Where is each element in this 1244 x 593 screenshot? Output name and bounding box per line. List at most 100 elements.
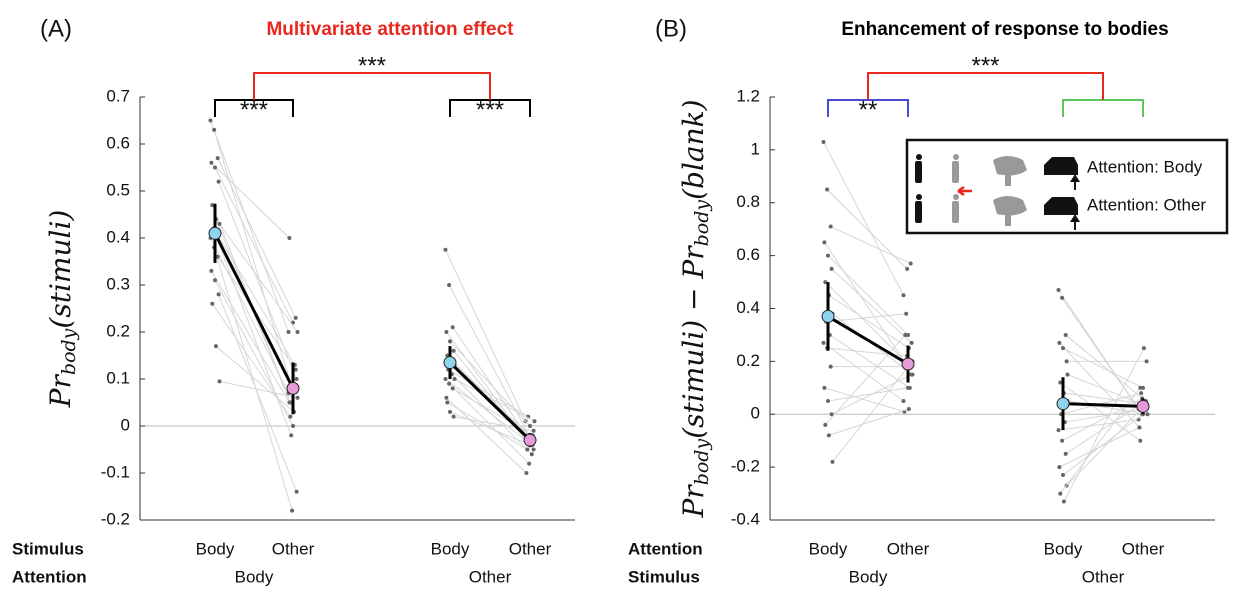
subject-line — [824, 334, 906, 426]
subject-dot — [1061, 473, 1065, 478]
mean-dot — [523, 433, 537, 447]
subject-line — [1066, 403, 1147, 486]
subject-line — [823, 342, 904, 402]
subject-line — [828, 294, 910, 349]
x-tick-label: Body — [809, 539, 848, 558]
subject-dot — [1145, 412, 1150, 417]
subject-line — [448, 383, 530, 464]
y-tick-label: 0.6 — [106, 133, 130, 152]
row-label: Attention — [12, 567, 87, 586]
significance-label: *** — [358, 52, 386, 79]
subject-dot — [295, 395, 300, 400]
subject-dot — [287, 236, 292, 240]
subject-line — [832, 361, 913, 463]
y-tick-label: -0.2 — [101, 509, 130, 528]
subject-dot — [905, 266, 910, 271]
subject-dot — [451, 414, 456, 419]
y-axis-label: Prbody(stimuli) − Prbody(blank) — [677, 99, 714, 518]
subject-dot — [830, 459, 835, 464]
y-label-subscript: body — [691, 439, 713, 486]
subject-dot — [216, 179, 221, 184]
subject-line — [215, 345, 295, 413]
subject-dot — [1137, 425, 1142, 430]
subject-line — [1062, 413, 1144, 476]
subject-line — [824, 281, 906, 362]
subject-dot — [1139, 391, 1144, 396]
subject-dot — [903, 332, 908, 337]
row-label: Stimulus — [12, 539, 84, 558]
subject-line — [1058, 419, 1139, 431]
subject-dot — [822, 240, 827, 245]
subject-dot — [906, 406, 911, 411]
subject-line — [213, 247, 293, 511]
subject-dot — [210, 301, 215, 306]
subject-line — [1064, 408, 1145, 423]
x-tick-label: Other — [272, 539, 315, 558]
chart-title: Multivariate attention effect — [266, 19, 514, 40]
subject-dot — [215, 254, 220, 259]
y-label-part: (stimuli) − Pr — [677, 245, 710, 439]
legend-label: Attention: Body — [1087, 157, 1203, 176]
subject-dot — [217, 221, 222, 226]
subject-line — [449, 411, 531, 446]
subject-dot — [826, 253, 830, 258]
subject-dot — [823, 280, 828, 285]
subject-dot — [444, 330, 449, 334]
subject-line — [216, 233, 296, 366]
subject-dot — [1144, 359, 1149, 364]
subject-line — [1063, 347, 1145, 502]
panel-label: (B) — [655, 15, 687, 42]
row-label: Attention — [628, 539, 703, 558]
subject-dot — [829, 412, 834, 417]
subject-line — [1067, 374, 1148, 407]
subject-dot — [1058, 491, 1063, 496]
subject-line — [1062, 347, 1144, 389]
group-label: Body — [849, 567, 888, 586]
subject-dot — [531, 428, 536, 433]
subject-line — [447, 402, 528, 450]
subject-line — [823, 242, 905, 362]
subject-line — [217, 157, 297, 319]
chart-title: Enhancement of response to bodies — [841, 19, 1168, 40]
subject-line — [212, 228, 292, 436]
subject-line — [219, 380, 298, 399]
x-tick-label: Body — [196, 539, 235, 558]
subject-line — [1063, 392, 1144, 405]
subject-dot — [826, 399, 830, 404]
significance-label: ** — [859, 96, 878, 123]
subject-dot — [904, 311, 909, 316]
subject-line — [831, 268, 912, 344]
subject-line — [824, 387, 905, 413]
subject-dot — [821, 139, 826, 144]
subject-dot — [909, 340, 914, 345]
subject-line — [1065, 400, 1146, 455]
significance-label: *** — [476, 96, 504, 123]
x-tick-label: Other — [887, 539, 930, 558]
subject-dot — [450, 325, 455, 330]
y-tick-label: -0.4 — [731, 509, 760, 528]
mean-dot — [1136, 399, 1150, 413]
subject-dot — [908, 261, 913, 266]
subject-dot — [215, 156, 220, 161]
subject-dot — [445, 400, 450, 405]
mean-dot — [286, 381, 300, 395]
subject-dot — [291, 424, 295, 428]
y-label-subscript: body — [691, 200, 713, 247]
subject-dot — [209, 160, 214, 165]
subject-line — [218, 294, 298, 492]
y-tick-label: 0.4 — [736, 298, 760, 317]
subject-line — [827, 387, 909, 402]
subject-dot — [529, 452, 534, 457]
y-tick-label: 0.8 — [736, 192, 760, 211]
subject-dot — [289, 433, 294, 438]
subject-dot — [208, 118, 213, 123]
y-tick-label: 0 — [751, 404, 760, 423]
subject-dot — [527, 461, 532, 466]
subject-line — [1060, 382, 1141, 442]
subject-dot — [294, 489, 299, 494]
subject-dot — [828, 364, 833, 369]
subject-dot — [444, 395, 449, 400]
subject-dot — [1061, 499, 1066, 504]
subject-line — [831, 374, 912, 415]
